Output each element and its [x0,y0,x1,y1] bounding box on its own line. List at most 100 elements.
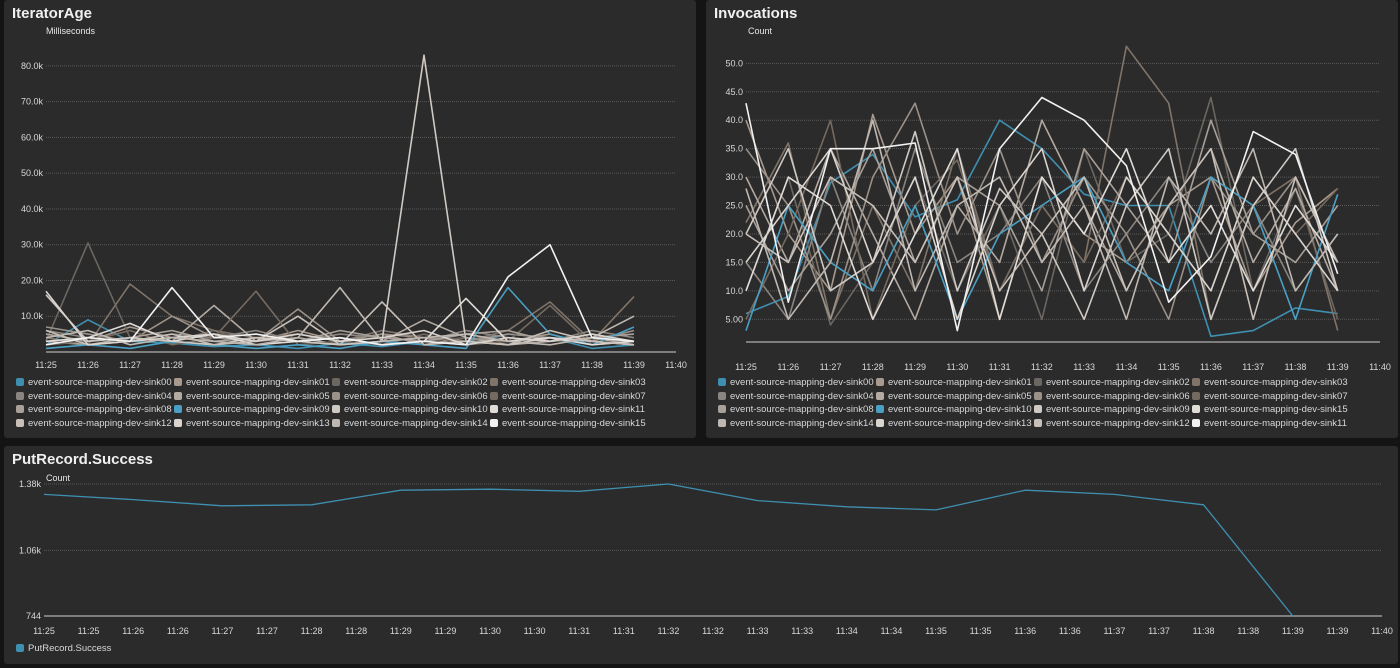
x-tick-label: 11:31 [989,362,1011,372]
legend-swatch [332,378,340,386]
legend-swatch [1034,378,1042,386]
legend-item[interactable]: event-source-mapping-dev-sink04 [16,390,172,403]
legend-item[interactable]: event-source-mapping-dev-sink12 [1034,417,1190,430]
legend-item[interactable]: event-source-mapping-dev-sink07 [490,390,646,403]
x-tick-label: 11:40 [1369,362,1391,372]
legend-item[interactable]: event-source-mapping-dev-sink14 [718,417,874,430]
x-tick-label: 11:30 [524,626,546,636]
x-tick-label: 11:32 [702,626,724,636]
legend-label: event-source-mapping-dev-sink05 [186,390,330,402]
legend-item[interactable]: event-source-mapping-dev-sink15 [490,417,646,430]
y-tick-label: 5.00 [725,314,743,324]
legend-label: PutRecord.Success [28,643,112,654]
legend-item[interactable]: event-source-mapping-dev-sink10 [876,403,1032,416]
legend-item[interactable]: event-source-mapping-dev-sink11 [490,403,645,416]
series-line-12 [45,301,635,346]
x-tick-label: 11:39 [1326,626,1348,636]
unit-label: Count [748,26,773,36]
putrecord-success-title: PutRecord.Success [12,451,153,468]
x-tick-label: 11:35 [1158,362,1180,372]
legend-swatch [718,418,726,427]
x-tick-label: 11:37 [539,360,561,370]
y-tick-label: 35.0 [725,144,743,154]
legend-label: event-source-mapping-dev-sink10 [888,404,1032,415]
x-tick-label: 11:28 [301,626,323,636]
legend-item[interactable]: event-source-mapping-dev-sink05 [876,390,1032,403]
x-tick-label: 11:39 [1282,626,1304,636]
legend-swatch [1192,391,1200,400]
legend-label: event-source-mapping-dev-sink07 [1204,390,1348,402]
legend-swatch [876,378,884,386]
legend-item[interactable]: PutRecord.Success [16,642,111,655]
legend-swatch [16,644,24,652]
series-line-14 [745,147,1339,321]
legend-label: event-source-mapping-dev-sink00 [28,377,172,388]
legend-swatch [876,418,884,427]
legend-item[interactable]: event-source-mapping-dev-sink02 [1034,376,1190,389]
legend-label: event-source-mapping-dev-sink14 [344,417,488,429]
legend-item[interactable]: event-source-mapping-dev-sink13 [174,417,330,430]
x-tick-label: 11:32 [657,626,679,636]
legend-item[interactable]: event-source-mapping-dev-sink11 [1192,417,1347,430]
legend-item[interactable]: event-source-mapping-dev-sink08 [16,403,172,416]
legend-label: event-source-mapping-dev-sink11 [1204,417,1347,429]
legend-label: event-source-mapping-dev-sink00 [730,377,874,388]
x-tick-label: 11:29 [434,626,456,636]
x-tick-label: 11:32 [1031,362,1053,372]
x-tick-label: 11:25 [33,626,55,636]
legend-item[interactable]: event-source-mapping-dev-sink09 [1034,403,1190,416]
legend-item[interactable]: event-source-mapping-dev-sink14 [332,417,488,430]
x-tick-label: 11:37 [1242,362,1264,372]
x-tick-label: 11:38 [1285,362,1307,372]
iterator-age-chart: Milliseconds 10.0k 20.0k 30.0k 40.0k 50.0k 60.… [21,26,687,370]
legend-label: event-source-mapping-dev-sink04 [730,390,874,402]
legend-swatch [490,418,498,427]
x-tick-label: 11:40 [665,360,687,370]
legend-item[interactable]: event-source-mapping-dev-sink06 [332,390,488,403]
x-tick-label: 11:30 [245,360,267,370]
legend-swatch [1034,391,1042,400]
y-tick-label: 45.0 [725,87,743,97]
y-tick-label: 50.0k [21,168,44,178]
legend-item[interactable]: event-source-mapping-dev-sink03 [490,376,646,389]
legend-item[interactable]: event-source-mapping-dev-sink04 [718,390,874,403]
x-tick-label: 11:26 [167,626,189,636]
legend-swatch [174,418,182,427]
legend-item[interactable]: event-source-mapping-dev-sink09 [174,403,330,416]
y-tick-label: 70.0k [21,97,44,107]
legend-label: event-source-mapping-dev-sink06 [1046,390,1190,402]
legend-item[interactable]: event-source-mapping-dev-sink00 [718,376,874,389]
legend-item[interactable]: event-source-mapping-dev-sink12 [16,417,172,430]
x-tick-label: 11:28 [161,360,183,370]
legend-item[interactable]: event-source-mapping-dev-sink10 [332,403,488,416]
legend-swatch [332,391,340,400]
legend-swatch [490,405,498,413]
x-tick-label: 11:31 [613,626,635,636]
legend-swatch [718,378,726,386]
x-tick-label: 11:34 [836,626,858,636]
legend-item[interactable]: event-source-mapping-dev-sink07 [1192,390,1348,403]
legend-item[interactable]: event-source-mapping-dev-sink08 [718,403,874,416]
x-tick-label: 11:31 [287,360,309,370]
x-tick-label: 11:33 [791,626,813,636]
legend-item[interactable]: event-source-mapping-dev-sink13 [876,417,1032,430]
legend-item[interactable]: event-source-mapping-dev-sink05 [174,390,330,403]
legend-label: event-source-mapping-dev-sink12 [28,417,172,429]
x-tick-label: 11:29 [203,360,225,370]
x-tick-label: 11:36 [1014,626,1036,636]
legend-item[interactable]: event-source-mapping-dev-sink00 [16,376,172,389]
y-tick-label: 30.0k [21,240,44,250]
legend-item[interactable]: event-source-mapping-dev-sink15 [1192,403,1348,416]
legend-swatch [1192,405,1200,413]
legend-swatch [718,405,726,413]
legend-item[interactable]: event-source-mapping-dev-sink06 [1034,390,1190,403]
legend-item[interactable]: event-source-mapping-dev-sink01 [174,376,330,389]
legend-item[interactable]: event-source-mapping-dev-sink02 [332,376,488,389]
legend-swatch [876,405,884,413]
y-tick-label: 744 [26,611,41,621]
legend-item[interactable]: event-source-mapping-dev-sink03 [1192,376,1348,389]
legend-item[interactable]: event-source-mapping-dev-sink01 [876,376,1032,389]
putrecord-success-widget: PutRecord.Success Count 744 1.06k 1.38k 11:2… [4,446,1398,664]
legend-swatch [174,378,182,386]
legend-label: event-source-mapping-dev-sink02 [1046,377,1190,388]
